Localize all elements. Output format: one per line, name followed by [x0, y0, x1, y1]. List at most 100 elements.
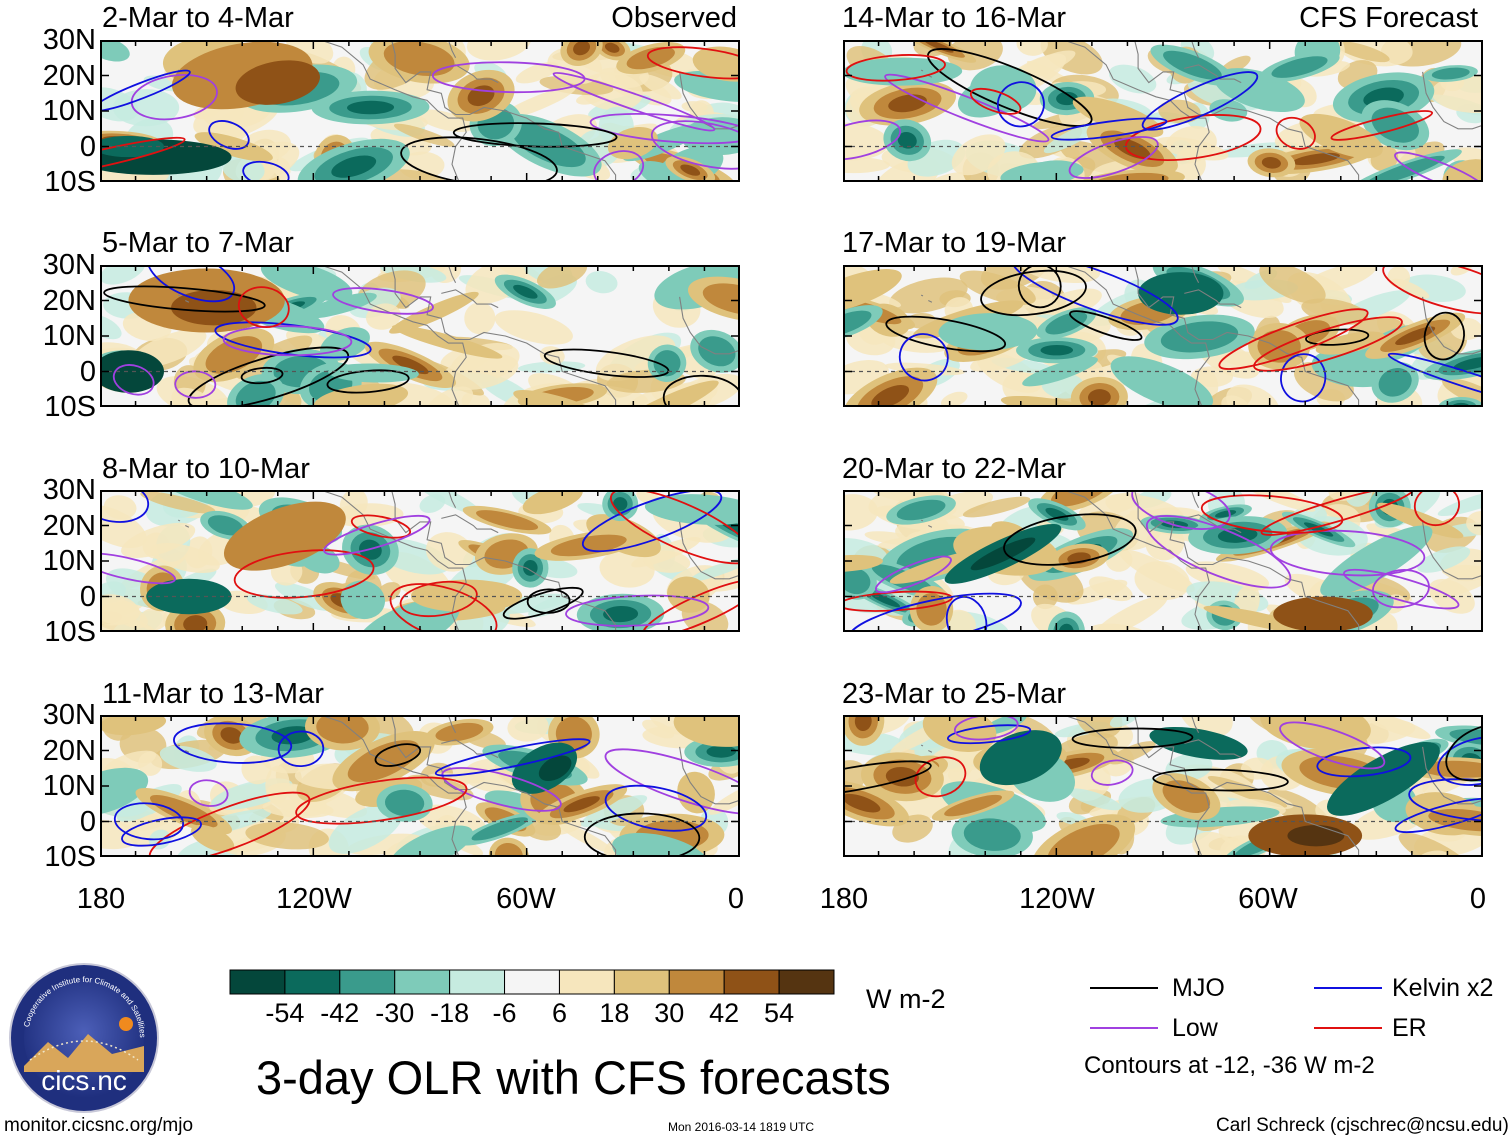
olr-anomaly-blob [673, 715, 740, 747]
wave-contour [1090, 759, 1134, 786]
coastline [1190, 715, 1200, 734]
olr-anomaly-blob [970, 346, 1033, 372]
olr-anomaly-blob [191, 824, 235, 853]
wave-contour [552, 71, 716, 132]
wave-contour [441, 767, 562, 812]
olr-anomaly-blob [1378, 368, 1412, 397]
olr-anomaly-blob [680, 164, 701, 176]
website-link[interactable]: monitor.cicsnc.org/mjo [4, 1115, 194, 1136]
panel-title: 8-Mar to 10-Mar [102, 453, 310, 485]
olr-anomaly-blob [511, 123, 586, 168]
wave-contour [374, 743, 422, 767]
logo-text: cics.nc [41, 1065, 127, 1096]
cfs-forecast-tag: CFS Forecast [1299, 2, 1478, 34]
olr-anomaly-blob [1088, 576, 1133, 602]
coastline [1184, 64, 1242, 84]
wave-contour [242, 160, 290, 182]
olr-anomaly-blob [425, 386, 474, 407]
y-tick-label: 20N [42, 284, 96, 317]
olr-anomaly-blob [138, 751, 163, 776]
coastline [921, 69, 924, 72]
olr-anomaly-blob [1453, 356, 1483, 371]
legend-low-swatch [1090, 1027, 1158, 1029]
olr-anomaly-blob [1226, 384, 1280, 407]
wave-contour [399, 580, 478, 618]
olr-anomaly-blob [644, 494, 740, 525]
coastline [185, 750, 190, 753]
wave-contour [646, 46, 740, 80]
olr-anomaly-blob [1109, 715, 1141, 728]
y-tick-label: 0 [79, 130, 96, 163]
olr-anomaly-blob [1163, 50, 1222, 80]
olr-anomaly-blob [1134, 561, 1190, 601]
colorbar-unit: W m-2 [866, 984, 946, 1014]
olr-anomaly-blob [235, 60, 320, 105]
wave-contour [848, 592, 1022, 632]
coastline [1422, 71, 1483, 130]
colorbar-tick-label: 30 [654, 998, 685, 1028]
olr-anomaly-blob [1336, 40, 1413, 67]
olr-anomaly-blob [603, 605, 639, 623]
olr-anomaly-blob [1045, 312, 1088, 335]
olr-anomaly-blob [150, 543, 220, 574]
colorbar-swatch [394, 969, 451, 995]
panel-title: 17-Mar to 19-Mar [842, 227, 1067, 259]
olr-anomaly-blob [555, 716, 592, 752]
wave-contour [581, 490, 723, 553]
olr-anomaly-blob [112, 89, 180, 127]
wave-contour [1200, 494, 1344, 534]
y-tick-label: 30N [42, 24, 96, 56]
olr-anomaly-blob [550, 534, 627, 557]
olr-anomaly-blob [706, 745, 737, 758]
wave-contour [604, 748, 740, 816]
coastline [1134, 265, 1360, 407]
coastline [1190, 490, 1200, 509]
colorbar-tick-label: -6 [492, 998, 517, 1028]
wave-contour [277, 730, 325, 768]
wave-contour [103, 285, 266, 313]
y-tick-label: 10S [44, 391, 96, 423]
wave-contour [1145, 515, 1292, 589]
map-panel [100, 265, 740, 407]
wave-contour [1394, 151, 1483, 182]
wave-contour [610, 490, 740, 565]
wave-contour [100, 69, 191, 112]
olr-anomaly-blob [897, 131, 917, 149]
colorbar-swatch [339, 969, 396, 995]
olr-anomaly-blob [1110, 356, 1214, 407]
olr-anomaly-blob [1192, 831, 1241, 857]
coastline [1422, 746, 1483, 805]
chart-title: 3-day OLR with CFS forecasts [256, 1051, 891, 1104]
wave-contour [650, 120, 740, 170]
wave-contour [1330, 110, 1434, 141]
map-panel [100, 715, 740, 857]
y-tick-label: 10N [42, 545, 96, 577]
olr-anomaly-blob [979, 730, 1062, 786]
panel-title: 11-Mar to 13-Mar [102, 678, 324, 710]
wave-contour [434, 738, 591, 777]
coastline [1063, 265, 1210, 407]
coastline [679, 521, 740, 580]
olr-anomaly-blob [674, 70, 740, 102]
wave-contour [1316, 746, 1412, 778]
coastline [1422, 296, 1483, 355]
olr-anomaly-blob [302, 292, 377, 319]
wave-contour [100, 552, 176, 585]
wave-contour [400, 136, 558, 182]
coastline [1134, 490, 1360, 632]
olr-anomaly-blob [1207, 775, 1288, 808]
olr-anomaly-blob [1016, 40, 1048, 56]
olr-anomaly-blob [205, 336, 263, 374]
olr-anomaly-blob [246, 594, 303, 615]
olr-anomaly-blob [515, 62, 559, 84]
y-tick-label: 10S [44, 616, 96, 648]
wave-contour [884, 73, 1050, 143]
map-panel [843, 265, 1483, 407]
olr-anomaly-blob [100, 715, 167, 736]
coastline [178, 744, 181, 747]
colorbar-tick-label: -42 [320, 998, 360, 1028]
olr-anomaly-blob [1417, 546, 1471, 573]
colorbar-tick-label: 54 [764, 998, 795, 1028]
olr-anomaly-blob [639, 74, 682, 100]
olr-anomaly-blob [220, 727, 243, 744]
